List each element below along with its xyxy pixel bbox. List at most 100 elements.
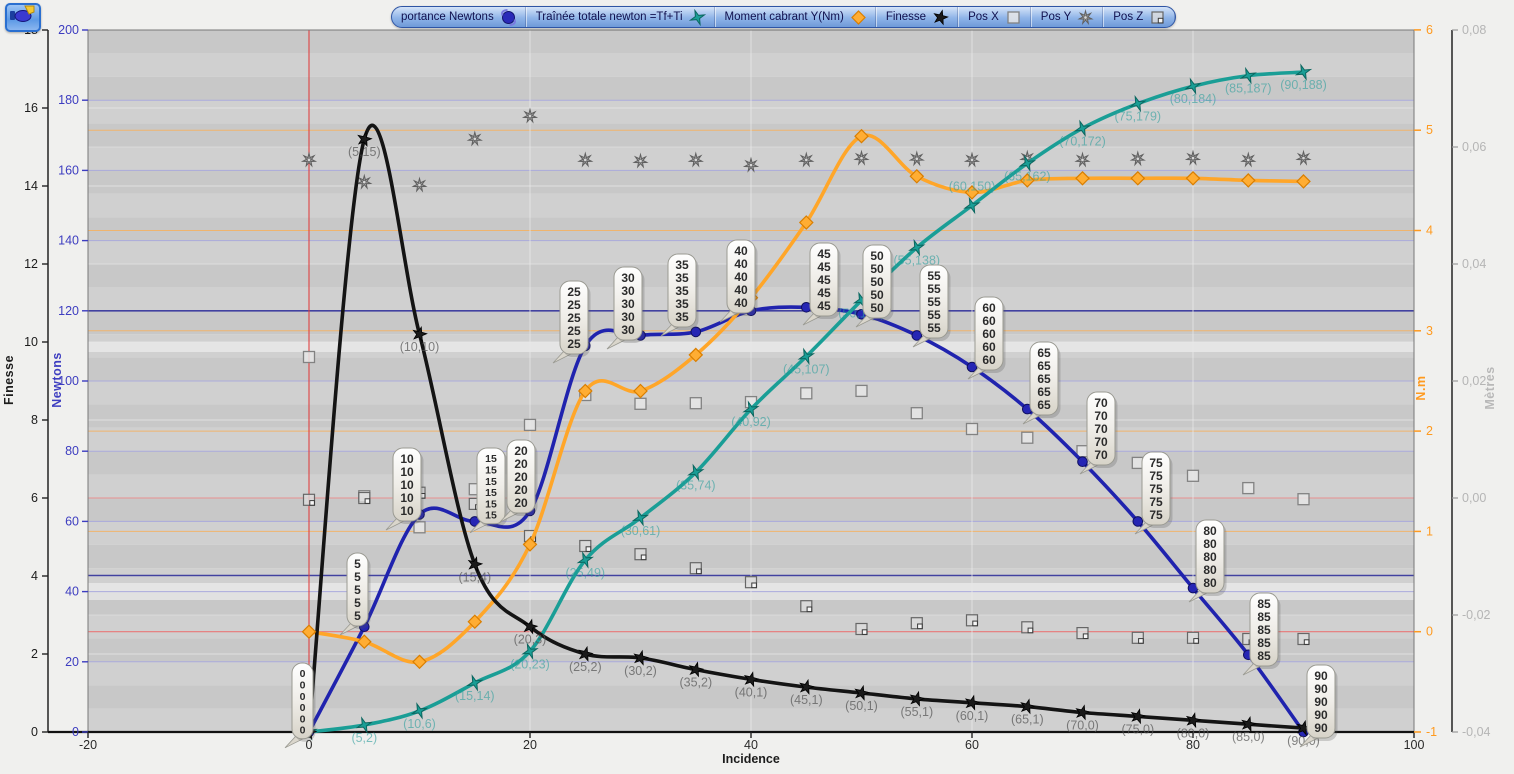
series-tra-n-e-totale-newton-tf-ti-label: (65,162) [1004,169,1051,183]
newtons-tick-label: 160 [58,163,79,177]
x-tick-label: 40 [744,738,758,752]
nm-tick-label: 3 [1426,324,1433,338]
series-tra-n-e-totale-newton-tf-ti-label: (45,107) [783,362,830,376]
series-tra-n-e-totale-newton-tf-ti-marker [742,400,760,418]
callout-value: 50 [870,249,884,263]
metres-tick-label: 0,08 [1462,23,1486,37]
star4-icon [688,8,706,26]
callout-value: 15 [485,453,497,465]
series-pos-z-marker [744,576,758,589]
series-finesse-label: (5,15) [348,145,381,159]
series-pos-x-marker [855,384,868,398]
nm-tick-label: -1 [1426,725,1437,739]
x-tick-label: 100 [1404,738,1425,752]
series-moment-cabrant-y-nm-marker [1130,170,1146,186]
legend-label: Moment cabrant Y(Nm) [724,11,844,23]
callout-value: 15 [485,487,497,499]
finesse-tick-label: 6 [31,491,38,505]
series-finesse-label: (75,0) [1121,722,1154,736]
series-tra-n-e-totale-newton-tf-ti-marker [1184,77,1202,95]
callout-value: 55 [927,308,941,322]
series-finesse-marker [1185,712,1202,729]
callout-value: 55 [927,321,941,335]
callout-value: 75 [1149,482,1163,496]
series-tra-n-e-totale-newton-tf-ti-marker [521,642,539,661]
callout-value: 5 [354,557,361,571]
swirl-icon [500,8,517,26]
callout-value: 15 [485,476,497,488]
finesse-axis-title: Finesse [2,354,16,406]
metres-tick-label: 0,00 [1462,491,1486,505]
callout-value: 80 [1203,537,1217,551]
callout-value: 20 [514,483,528,497]
callout-value: 75 [1149,508,1163,522]
series-tra-n-e-totale-newton-tf-ti-label: (20,23) [510,657,550,671]
callout-value: 70 [1094,448,1108,462]
series-moment-cabrant-y-nm-marker [1185,170,1201,186]
callout-value: 80 [1203,563,1217,577]
newtons-tick-label: 100 [58,374,79,388]
callout-value: 10 [400,465,414,479]
callout-value: 45 [817,286,831,300]
callout-value: 75 [1149,469,1163,483]
legend-item-pos-y[interactable]: Pos Y [1030,7,1103,27]
series-finesse-marker [1241,716,1257,733]
series-finesse-marker [357,131,373,148]
series-moment-cabrant-y-nm-marker [633,383,648,399]
series-moment-cabrant-y-nm-marker [688,347,704,363]
series-pos-z-marker [965,614,979,627]
newtons-tick-label: 40 [65,585,79,599]
nm-tick-label: 4 [1426,224,1433,238]
callout-value: 40 [734,270,748,284]
series-finesse-label: (55,1) [900,705,933,719]
legend-item-finesse[interactable]: Finesse [875,7,958,27]
series-pos-z-marker [1021,621,1034,634]
series-moment-cabrant-y-nm-marker [909,168,925,184]
legend-item-pos-x[interactable]: Pos X [958,7,1031,27]
series-pos-x-marker [1242,481,1255,495]
series-finesse-marker [633,649,649,666]
series-pos-z-marker [855,622,868,636]
series-finesse-label: (60,1) [956,709,989,723]
series-pos-x-marker [965,422,979,436]
newtons-tick-label: 140 [58,234,79,248]
metres-tick-label: 0,06 [1462,140,1486,154]
series-finesse-marker [522,618,539,635]
series-moment-cabrant-y-nm-marker [522,537,538,552]
series-portance-newtons-line [307,305,1306,734]
series-tra-n-e-totale-newton-tf-ti-marker [576,551,595,569]
callout-value: 25 [567,311,581,325]
series-pos-x-marker [413,521,426,534]
callout-value: 85 [1257,649,1271,663]
square-icon [1005,9,1022,26]
series-tra-n-e-totale-newton-tf-ti-label: (80,184) [1170,92,1217,106]
legend-item-tra-n-e-totale-newton-tf-ti[interactable]: Traînée totale newton =Tf+Ti [525,7,715,27]
app-window-icon-button[interactable] [5,3,41,32]
series-finesse-marker [1020,698,1036,715]
callout-value: 15 [485,464,497,476]
legend-item-moment-cabrant-y-nm[interactable]: Moment cabrant Y(Nm) [714,7,876,27]
callout-value: 65 [1037,372,1051,386]
series-portance-newtons-marker [966,361,978,373]
series-tra-n-e-totale-newton-tf-ti-label: (55,138) [894,254,941,268]
callout-value: 45 [817,247,831,261]
series-tra-n-e-totale-newton-tf-ti-marker [355,716,374,734]
series-tra-n-e-totale-newton-tf-ti-label: (60,150) [949,180,996,194]
callout-value: 20 [514,457,528,471]
series-pos-z-marker [1131,631,1144,644]
series-pos-x-marker [634,397,647,410]
nm-tick-label: 0 [1426,625,1433,639]
series-finesse-label: (85,0) [1232,730,1265,744]
callout-value: 65 [1037,346,1051,360]
legend-item-pos-z[interactable]: Pos Z [1103,7,1175,27]
series-tra-n-e-totale-newton-tf-ti-label: (15,14) [455,689,495,703]
legend-item-portance-newtons[interactable]: portance Newtons [392,7,526,27]
callout-value: 90 [1314,669,1328,683]
series-finesse-label: (45,1) [790,693,823,707]
callout-value: 0 [300,702,306,714]
